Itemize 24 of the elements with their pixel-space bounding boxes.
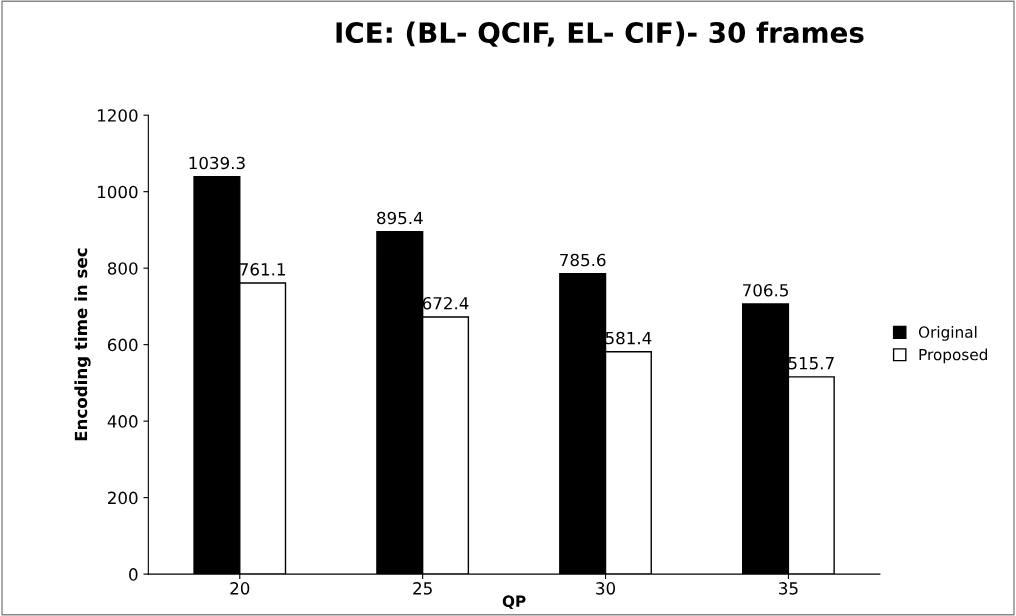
data-label: 515.7 [788,357,834,370]
y-tick-label: 1000 [98,185,138,199]
y-tick-label: 800 [107,262,138,275]
x-tick-label: 35 [779,582,798,595]
x-tick-label: 20 [230,582,250,595]
y-tick-label: 200 [108,491,138,505]
x-axis-title: QP [502,595,526,609]
data-label: 785.6 [560,253,606,267]
legend-label: Proposed [919,348,987,364]
y-axis-title: Encoding time in sec [74,248,91,441]
y-tick-label: 1200 [98,109,138,122]
x-tick-label: 25 [413,582,432,595]
y-tick-label: 0 [129,568,138,581]
y-tick-label: 600 [107,338,138,352]
data-label: 672.4 [422,296,469,310]
x-tick-label: 30 [596,582,616,595]
data-label: 761.1 [240,263,285,276]
data-label: 895.4 [377,211,423,225]
data-label: 1039.3 [189,156,245,170]
data-label: 706.5 [743,283,788,297]
chart-title: ICE: (BL- QCIF, EL- CIF)- 30 frames [336,21,864,47]
y-tick-label: 400 [107,415,138,428]
data-label: 581.4 [605,331,652,345]
legend-label: Original [918,326,977,341]
